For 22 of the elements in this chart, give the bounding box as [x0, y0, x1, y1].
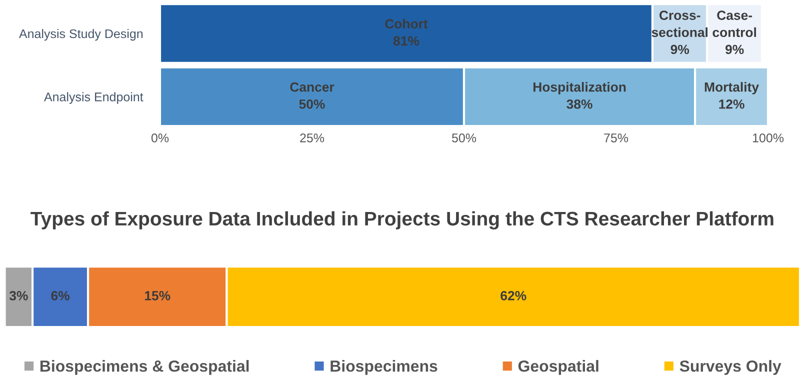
data-label: Case- control 9%	[712, 10, 756, 54]
data-label: Cohort 81%	[385, 18, 428, 46]
x-tick-label: 100%	[752, 133, 784, 142]
data-label: Cancer 50%	[290, 82, 334, 109]
data-label: 6%	[51, 291, 70, 300]
data-label: 15%	[144, 291, 170, 300]
data-label: Hospitalization 38%	[533, 82, 626, 109]
chart-title: Types of Exposure Data Included in Projects Using the CTS Researcher Platform	[30, 211, 774, 230]
x-tick-label: 75%	[604, 134, 628, 142]
legend-label: Biospecimens & Geospatial	[40, 360, 249, 375]
x-tick-label: 50%	[452, 133, 476, 142]
legend-label: Geospatial	[518, 360, 598, 375]
data-label: 62%	[500, 291, 526, 300]
legend-label: Biospecimens	[330, 360, 438, 375]
x-tick-label: 25%	[300, 133, 324, 142]
data-label: Cross- sectional 9%	[652, 10, 708, 54]
data-label: 3%	[9, 291, 28, 300]
y-tick-label: Analysis Endpoint	[44, 92, 144, 104]
y-tick-label: Analysis Study Design	[18, 28, 143, 41]
legend-label: Surveys Only	[680, 360, 782, 375]
data-label: Mortality 12%	[704, 82, 759, 109]
x-tick-label: 0%	[151, 133, 169, 142]
